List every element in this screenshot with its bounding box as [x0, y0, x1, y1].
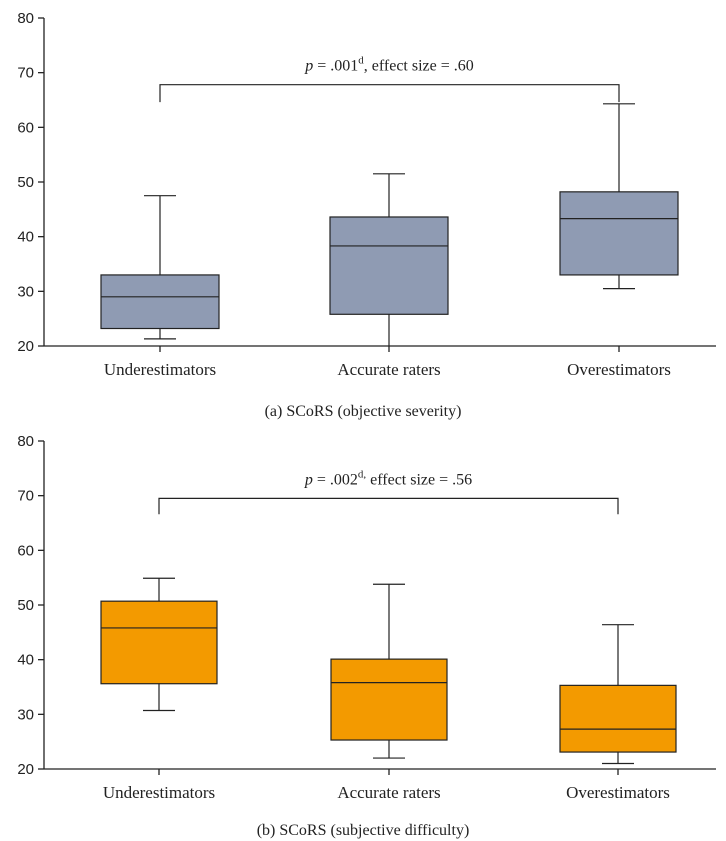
category-label: Underestimators: [104, 360, 216, 379]
y-tick-label: 20: [17, 761, 34, 778]
y-tick-label: 40: [17, 229, 34, 246]
significance-bracket: [158, 497, 619, 515]
iqr-box: [100, 600, 218, 685]
y-tick-label: 80: [17, 433, 34, 450]
y-tick-label: 50: [17, 597, 34, 614]
category-label: Accurate raters: [337, 783, 440, 802]
panel-caption: (b) SCoRS (subjective difficulty): [257, 822, 470, 839]
box-overestimators: [559, 103, 679, 290]
significance-annotation: p = .002d, effect size = .56: [304, 468, 472, 488]
iqr-box: [329, 216, 449, 315]
y-tick-label: 80: [17, 10, 34, 27]
box-accurate-raters: [330, 583, 448, 759]
y-tick-label: 60: [17, 119, 34, 136]
y-tick-label: 70: [17, 65, 34, 82]
significance-bracket: [159, 84, 620, 103]
category-label: Accurate raters: [337, 360, 440, 379]
y-tick-label: 20: [17, 338, 34, 355]
box-underestimators: [100, 577, 218, 712]
y-tick-label: 40: [17, 652, 34, 669]
category-label: Underestimators: [103, 783, 215, 802]
box-underestimators: [100, 195, 220, 340]
y-tick-label: 30: [17, 283, 34, 300]
box-overestimators: [559, 624, 677, 765]
iqr-box: [559, 684, 677, 753]
significance-annotation: p = .001d, effect size = .60: [304, 55, 474, 75]
y-tick-label: 60: [17, 542, 34, 559]
box-accurate-raters: [329, 173, 449, 346]
y-tick-label: 50: [17, 174, 34, 191]
iqr-box: [559, 191, 679, 276]
category-label: Overestimators: [567, 360, 671, 379]
panel-caption: (a) SCoRS (objective severity): [265, 403, 462, 420]
iqr-box: [330, 658, 448, 741]
category-label: Overestimators: [566, 783, 670, 802]
chart-panel-b: 20 30 40 50 60 70 80 Underestimators Accurate ra…: [17, 433, 716, 839]
y-tick-label: 70: [17, 488, 34, 505]
chart-panel-a: 20 30 40 50 60 70 80 Underestimators Accurate ra…: [17, 10, 716, 420]
y-tick-label: 30: [17, 706, 34, 723]
iqr-box: [100, 274, 220, 330]
